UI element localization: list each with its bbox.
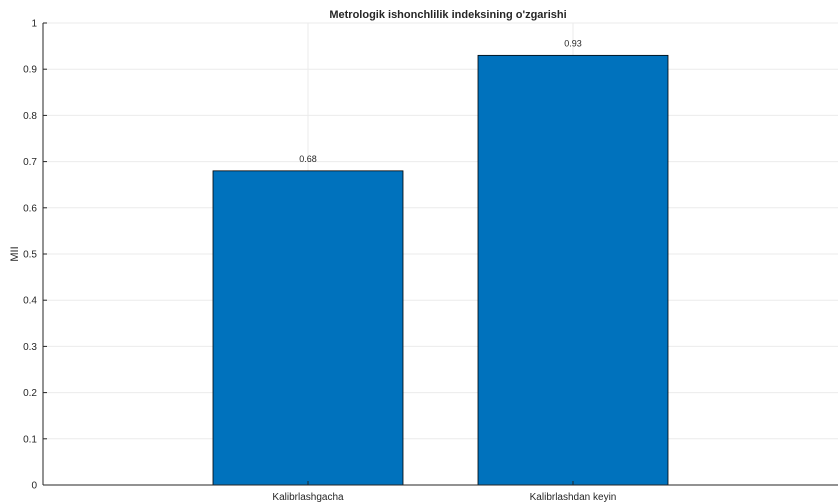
y-tick-label: 0.6 <box>23 203 37 214</box>
bar <box>477 54 669 486</box>
y-axis-label: MII <box>9 246 21 261</box>
data-label: 0.68 <box>299 154 317 164</box>
y-tick-label: 1 <box>31 19 37 30</box>
grid-lines <box>43 22 838 486</box>
y-tick-label: 0.2 <box>23 388 37 399</box>
axes-group: 0 0.1 0.2 0.3 0.4 0.5 0.6 0.7 0.8 0.9 1 Kalibrlashg… <box>23 19 838 503</box>
x-tick-label: Kalibrlashgacha <box>272 492 344 503</box>
chart-title: Metrologik ishonchlilik indeksining o'zg… <box>329 9 566 21</box>
y-tick-label: 0.4 <box>23 296 37 307</box>
data-labels-group: 0.68 0.93 <box>299 38 582 164</box>
y-tick-label: 0.3 <box>23 342 37 353</box>
bars-group <box>212 54 669 486</box>
y-tick-label: 0.9 <box>23 65 37 76</box>
bar <box>212 170 404 486</box>
y-tick-label: 0.5 <box>23 250 37 261</box>
data-label: 0.93 <box>564 38 582 48</box>
x-tick-label: Kalibrlashdan keyin <box>530 492 617 503</box>
y-tick-label: 0 <box>31 481 37 492</box>
y-tick-label: 0.7 <box>23 157 37 168</box>
y-tick-label: 0.8 <box>23 111 37 122</box>
y-tick-label: 0.1 <box>23 434 37 445</box>
